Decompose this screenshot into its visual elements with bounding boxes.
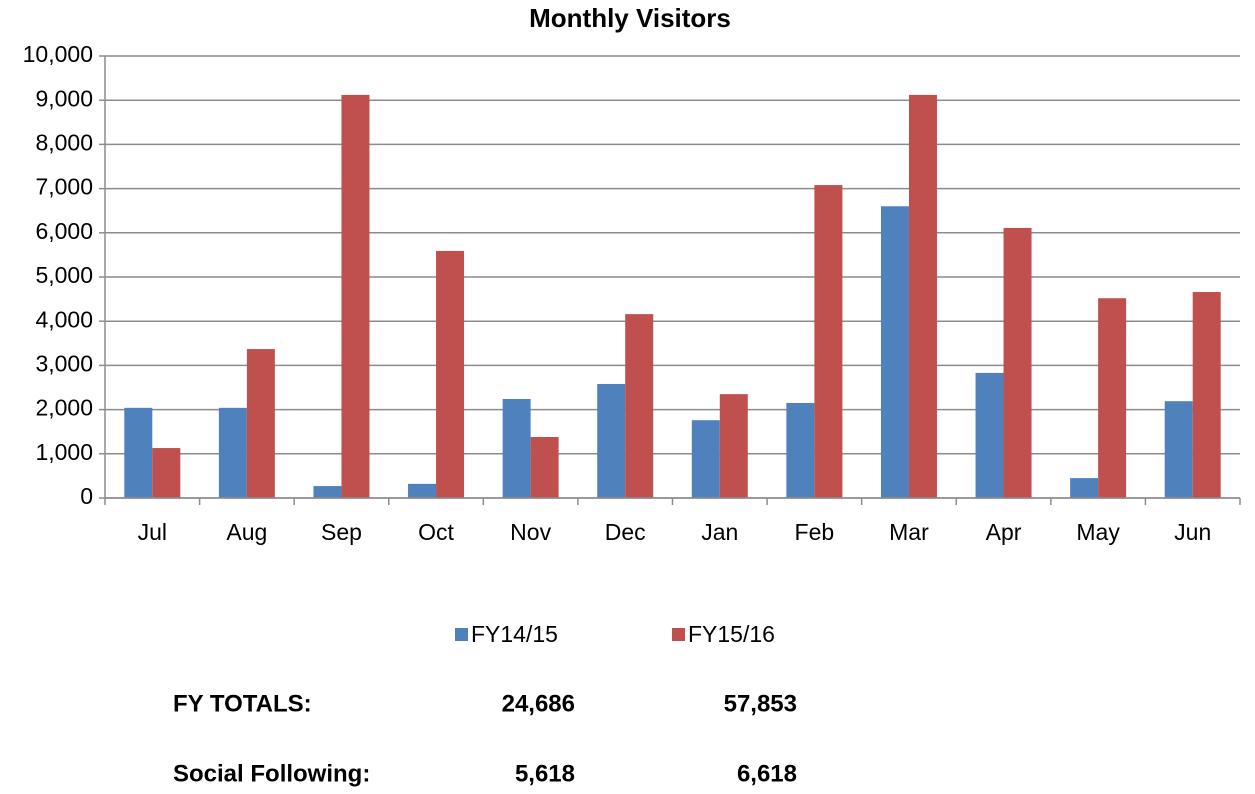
bar <box>1003 227 1032 499</box>
x-tick-label: Jul <box>138 519 167 545</box>
y-tick-label: 7,000 <box>35 174 93 200</box>
bar <box>341 94 370 498</box>
summary-value: 6,618 <box>737 760 797 787</box>
legend-label: FY14/15 <box>471 621 558 647</box>
x-tick-label: Nov <box>510 519 551 545</box>
legend-swatch <box>455 628 468 641</box>
y-tick-label: 4,000 <box>35 306 93 332</box>
bar <box>975 372 1004 498</box>
legend-swatch <box>672 628 685 641</box>
y-tick-label: 3,000 <box>35 350 93 376</box>
x-tick-label: Aug <box>226 519 267 545</box>
bar <box>246 349 275 498</box>
x-tick-label: Jun <box>1174 519 1211 545</box>
y-tick-label: 9,000 <box>35 85 93 111</box>
y-tick-label: 10,000 <box>23 41 93 67</box>
bar <box>719 394 748 498</box>
bar <box>152 448 181 498</box>
x-tick-label: Sep <box>321 519 362 545</box>
bar <box>1098 298 1127 498</box>
y-tick-label: 6,000 <box>35 218 93 244</box>
chart-title: Monthly Visitors <box>529 3 731 33</box>
bar <box>786 402 815 498</box>
y-tick-label: 2,000 <box>35 395 93 421</box>
bar <box>530 437 559 498</box>
bar <box>408 483 437 498</box>
bar <box>597 383 626 498</box>
x-tick-label: May <box>1076 519 1120 545</box>
x-tick-label: Dec <box>605 519 646 545</box>
legend-label: FY15/16 <box>688 621 775 647</box>
bar <box>1164 401 1193 498</box>
bar <box>814 185 843 498</box>
summary-value: 24,686 <box>502 690 575 717</box>
x-tick-label: Feb <box>795 519 835 545</box>
bar <box>124 407 153 498</box>
bar <box>691 420 720 498</box>
x-tick-label: Oct <box>418 519 454 545</box>
bar <box>880 206 909 498</box>
x-tick-label: Apr <box>986 519 1022 545</box>
summary-label: FY TOTALS: <box>173 690 312 717</box>
summary-value: 5,618 <box>515 760 575 787</box>
summary-label: Social Following: <box>173 760 370 787</box>
bar <box>625 314 654 498</box>
bar <box>313 486 342 498</box>
bar <box>908 94 937 498</box>
y-tick-label: 8,000 <box>35 129 93 155</box>
bar <box>1070 478 1099 498</box>
y-tick-label: 5,000 <box>35 262 93 288</box>
summary-value: 57,853 <box>724 690 797 717</box>
y-tick-label: 1,000 <box>35 439 93 465</box>
bar <box>436 250 465 498</box>
bar <box>1192 292 1221 498</box>
bar <box>218 407 247 498</box>
bar <box>502 398 531 498</box>
x-tick-label: Mar <box>889 519 929 545</box>
y-tick-label: 0 <box>80 483 93 509</box>
x-tick-label: Jan <box>701 519 738 545</box>
